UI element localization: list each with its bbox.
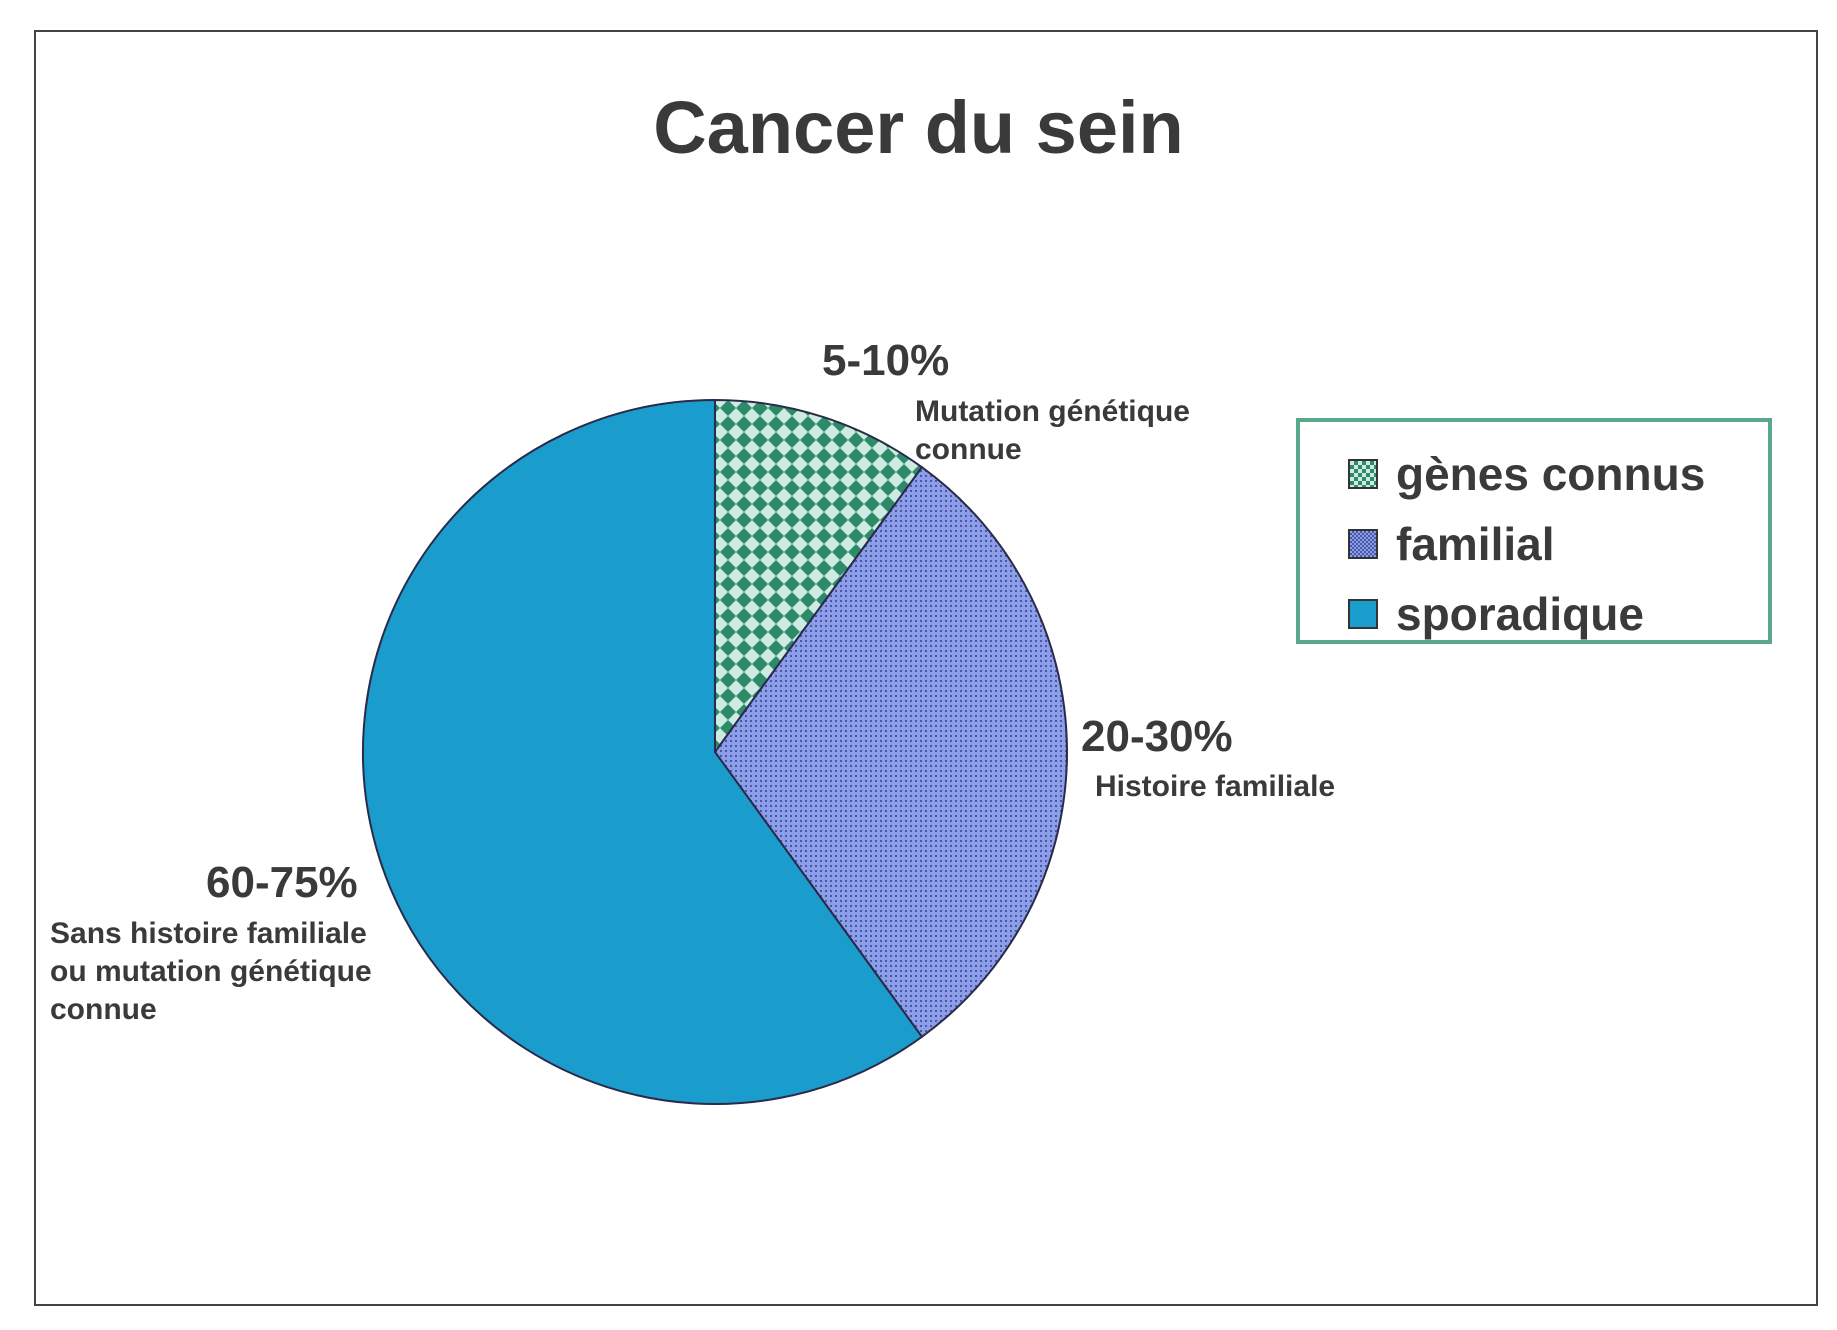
- label-desc-sporadique-line3: connue: [50, 993, 157, 1026]
- legend-swatch-genes: [1348, 459, 1378, 489]
- legend-label-sporadique: sporadique: [1396, 588, 1644, 640]
- chart-title: Cancer du sein: [653, 86, 1184, 169]
- legend-label-genes: gènes connus: [1396, 448, 1706, 500]
- label-desc-genes-line2: connue: [915, 433, 1022, 466]
- label-pct-familial: 20-30%: [1081, 712, 1233, 761]
- legend-swatch-sporadique: [1348, 599, 1378, 629]
- label-desc-sporadique-line1: Sans histoire familiale: [50, 917, 367, 950]
- label-desc-familial: Histoire familiale: [1095, 768, 1335, 806]
- pie-slice-genes: [714, 398, 924, 756]
- pie-slice-sporadique: [362, 398, 924, 1105]
- pie-slice-familial: [713, 465, 1068, 1039]
- label-desc-genes-line1: Mutation génétique: [915, 395, 1190, 428]
- legend-item-familial: familial: [1348, 514, 1555, 574]
- legend-swatch-familial: [1348, 529, 1378, 559]
- legend: gènes connus familial sporadique: [1296, 418, 1772, 644]
- legend-item-sporadique: sporadique: [1348, 584, 1644, 644]
- label-desc-familial-line1: Histoire familiale: [1095, 770, 1336, 803]
- label-desc-sporadique-line2: ou mutation génétique: [50, 955, 372, 988]
- chart-frame: [34, 30, 1818, 1306]
- label-desc-sporadique: Sans histoire familiale ou mutation géné…: [50, 915, 372, 1029]
- label-desc-genes: Mutation génétique connue: [915, 393, 1190, 469]
- legend-item-genes: gènes connus: [1348, 444, 1705, 504]
- label-pct-genes: 5-10%: [822, 336, 950, 385]
- label-pct-sporadique: 60-75%: [206, 858, 358, 907]
- legend-label-familial: familial: [1396, 518, 1555, 570]
